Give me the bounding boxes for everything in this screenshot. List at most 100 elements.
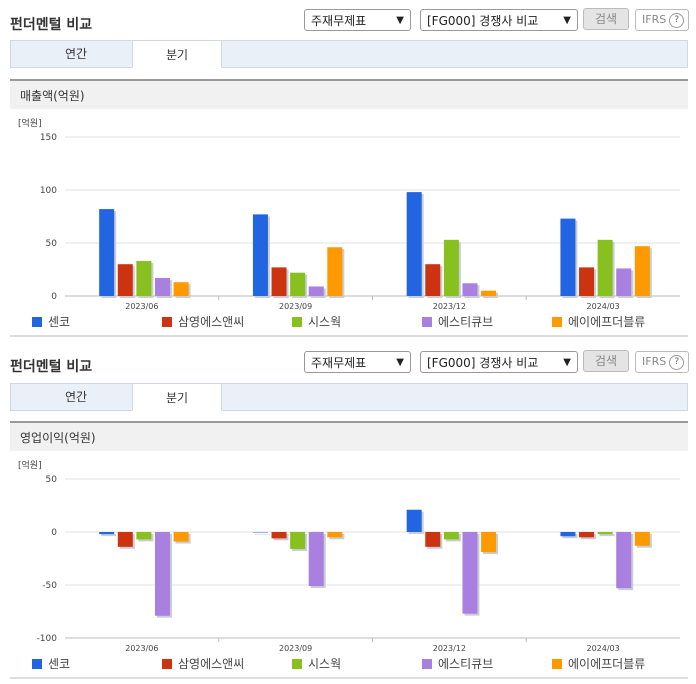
legend-label: 시스웍	[308, 657, 342, 671]
search-button[interactable]: 검색	[583, 8, 629, 30]
legend-item[interactable]: 에이에프더블류	[552, 313, 645, 330]
period-tabs: 연간 분기	[10, 383, 688, 411]
bar-시스웍	[443, 532, 459, 540]
bar-센코	[406, 509, 422, 532]
legend-item[interactable]: 삼영에스앤씨	[162, 313, 244, 330]
statement-select-value: 주재무제표	[311, 356, 367, 370]
bar-에스티큐브	[616, 532, 632, 589]
x-tick-label: 2023/06	[125, 302, 158, 311]
panel-title: 펀더멘털 비교	[10, 359, 93, 375]
legend-swatch	[32, 317, 42, 327]
tab-annual[interactable]: 연간	[64, 390, 88, 404]
chart-legend: 센코 삼영에스앤씨 시스웍 에스티큐브 에이에프더블류	[10, 655, 688, 671]
legend-swatch	[422, 317, 432, 327]
statement-select-value: 주재무제표	[311, 14, 367, 28]
bar-삼영에스앤씨	[425, 532, 441, 547]
bar-삼영에스앤씨	[271, 267, 287, 296]
legend-item[interactable]: 센코	[32, 313, 70, 330]
search-button[interactable]: 검색	[583, 350, 629, 372]
bar-에이에프더블류	[173, 532, 189, 542]
bar-에스티큐브	[462, 532, 478, 614]
peer-group-select[interactable]: [FG000] 경쟁사 비교 ▼	[420, 351, 578, 373]
statement-select[interactable]: 주재무제표 ▼	[304, 9, 411, 31]
y-unit-label: [억원]	[18, 459, 42, 471]
bar-에스티큐브	[154, 277, 170, 296]
bar-시스웍	[136, 261, 152, 296]
bar-삼영에스앤씨	[117, 264, 133, 296]
bar-삼영에스앤씨	[117, 532, 133, 547]
help-icon: ?	[669, 354, 685, 370]
legend-item[interactable]: 삼영에스앤씨	[162, 655, 244, 672]
peer-group-select-value: [FG000] 경쟁사 비교	[427, 14, 539, 28]
x-tick-label: 2024/03	[587, 644, 620, 653]
legend-swatch	[292, 659, 302, 669]
y-tick-label: 0	[51, 528, 57, 538]
statement-select[interactable]: 주재무제표 ▼	[304, 351, 411, 373]
bar-센코	[252, 532, 268, 533]
legend-item[interactable]: 시스웍	[292, 313, 341, 330]
legend-label: 에이에프더블류	[568, 315, 646, 329]
tab-quarterly[interactable]: 분기	[132, 40, 222, 68]
legend-swatch	[552, 659, 562, 669]
chart-subtitle: 매출액(억원)	[10, 79, 688, 109]
bar-센코	[252, 214, 268, 296]
bar-에이에프더블류	[634, 246, 650, 296]
tab-annual[interactable]: 연간	[64, 47, 88, 61]
legend-swatch	[32, 659, 42, 669]
legend-item[interactable]: 시스웍	[292, 655, 341, 672]
legend-swatch	[552, 317, 562, 327]
bar-시스웍	[443, 239, 459, 296]
operating-profit-bar-chart: [억원] -100 -50 0 50 2023/06 2023/09 2023/12 2024/…	[18, 459, 680, 653]
x-tick-label: 2023/09	[279, 644, 312, 653]
chevron-down-icon: ▼	[563, 15, 571, 26]
chevron-down-icon: ▼	[396, 15, 404, 26]
legend-label: 에이에프더블류	[568, 657, 646, 671]
legend-item[interactable]: 에스티큐브	[422, 655, 493, 672]
chevron-down-icon: ▼	[396, 357, 404, 368]
period-tabs: 연간 분기	[10, 40, 688, 68]
bar-시스웍	[597, 239, 613, 296]
ifrs-button[interactable]: IFRS?	[635, 351, 689, 373]
legend-label: 삼영에스앤씨	[178, 657, 245, 671]
divider	[10, 335, 688, 337]
legend-swatch	[292, 317, 302, 327]
bar-시스웍	[136, 532, 152, 540]
bar-에이에프더블류	[173, 282, 189, 296]
fundamental-panel-operating-profit: 펀더멘털 비교 주재무제표 ▼ [FG000] 경쟁사 비교 ▼ 검색 IFRS? …	[0, 342, 696, 684]
bar-삼영에스앤씨	[271, 532, 287, 539]
peer-group-select[interactable]: [FG000] 경쟁사 비교 ▼	[420, 9, 578, 31]
help-icon: ?	[669, 12, 685, 28]
legend-swatch	[162, 659, 172, 669]
bar-에스티큐브	[462, 283, 478, 296]
legend-label: 삼영에스앤씨	[178, 315, 245, 329]
y-unit-label: [억원]	[18, 117, 42, 129]
chevron-down-icon: ▼	[563, 357, 571, 368]
legend-label: 시스웍	[308, 315, 342, 329]
ifrs-button[interactable]: IFRS?	[635, 9, 689, 31]
legend-item[interactable]: 에스티큐브	[422, 313, 493, 330]
legend-label: 센코	[48, 657, 71, 671]
ifrs-label: IFRS	[642, 355, 667, 368]
chart-legend: 센코 삼영에스앤씨 시스웍 에스티큐브 에이에프더블류	[10, 313, 688, 329]
bar-shadow	[101, 534, 117, 537]
bar-에스티큐브	[308, 532, 324, 587]
x-tick-label: 2023/12	[433, 644, 466, 653]
bar-에스티큐브	[616, 268, 632, 296]
bar-센코	[99, 532, 115, 535]
sales-bar-chart: [억원] 0 50 100 150 2023/06 2023/09 2023/12 2024/0…	[18, 117, 680, 311]
bar-shadow	[254, 534, 270, 535]
x-tick-label: 2023/06	[125, 644, 158, 653]
bar-시스웍	[597, 532, 613, 535]
legend-item[interactable]: 센코	[32, 655, 70, 672]
panel-title: 펀더멘털 비교	[10, 17, 93, 33]
fundamental-panel-sales: 펀더멘털 비교 주재무제표 ▼ [FG000] 경쟁사 비교 ▼ 검색 IFRS? …	[0, 0, 696, 340]
bar-에스티큐브	[308, 286, 324, 296]
bar-센코	[560, 532, 576, 537]
bar-에스티큐브	[154, 532, 170, 616]
bar-센코	[560, 218, 576, 296]
legend-item[interactable]: 에이에프더블류	[552, 655, 645, 672]
tab-quarterly[interactable]: 분기	[132, 383, 222, 411]
bar-에이에프더블류	[481, 290, 497, 296]
x-tick-label: 2024/03	[587, 302, 620, 311]
x-tick-label: 2023/09	[279, 302, 312, 311]
